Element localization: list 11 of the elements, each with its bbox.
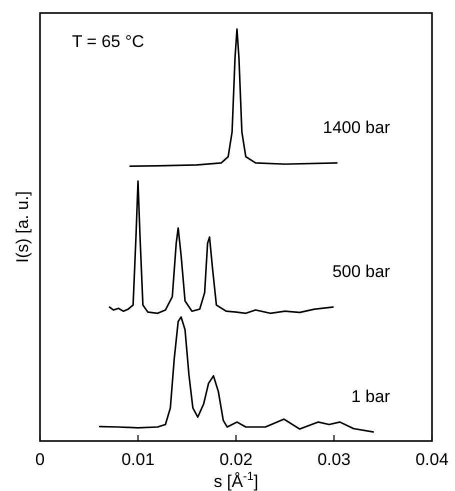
y-axis-title: I(s) [a. u.] — [13, 191, 32, 263]
series-label: 1 bar — [351, 386, 390, 406]
x-tick-label: 0.02 — [219, 450, 253, 469]
series-label: 1400 bar — [322, 118, 390, 137]
x-tick-label: 0.04 — [415, 450, 449, 469]
annotation: T = 65 °C — [72, 32, 144, 51]
x-tick-label: 0.01 — [121, 450, 155, 469]
x-axis-title: s [Å$^{-1}$] — [214, 469, 258, 491]
x-tick-label: 0 — [35, 450, 45, 469]
series-label: 500 bar — [332, 262, 390, 282]
x-tick-label: 0.03 — [317, 450, 351, 469]
